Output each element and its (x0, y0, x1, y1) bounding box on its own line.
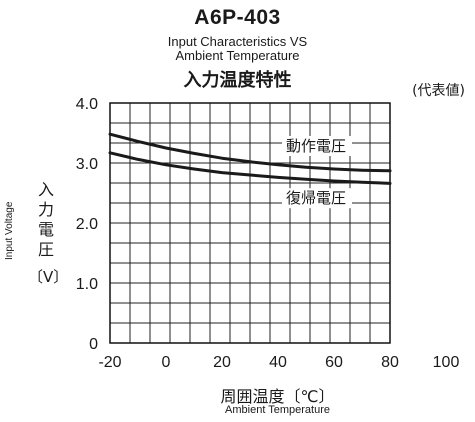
series-label-backing (282, 188, 352, 209)
y-axis-unit: 〔V〕 (28, 268, 69, 286)
release-voltage-label: 復帰電圧 (286, 189, 346, 207)
x-axis-label-japanese: 周囲温度〔℃〕 (220, 387, 335, 406)
chart-subtitle-line2: Ambient Temperature (175, 48, 300, 63)
series-label-backing (282, 136, 352, 156)
typical-value-note: (代表値) (412, 83, 465, 99)
x-tick-label: 40 (269, 354, 287, 371)
x-axis-label-english: Ambient Temperature (225, 404, 330, 416)
operate-voltage-line (108, 132, 392, 173)
release-voltage-line (108, 151, 392, 185)
chart-subtitle-line1: Input Characteristics VS (167, 34, 308, 49)
plot-frame (109, 102, 391, 344)
chart-title-japanese: 入力温度特性 (183, 70, 292, 91)
x-tick-label: 20 (213, 354, 231, 371)
x-tick-label: 0 (162, 354, 171, 371)
y-tick-label: 3.0 (76, 156, 98, 173)
y-tick-label: 2.0 (76, 216, 98, 233)
x-tick-label: 80 (381, 354, 399, 371)
y-tick-label: 1.0 (76, 276, 98, 293)
chart-title: A6P-403 (194, 6, 281, 29)
x-tick-label: 100 (433, 354, 460, 371)
y-tick-label: 0 (89, 336, 98, 353)
operate-voltage-label: 動作電圧 (286, 137, 346, 155)
y-tick-label: 4.0 (76, 96, 98, 113)
x-tick-label: -20 (98, 354, 121, 371)
y-axis-label-japanese: 入力電圧 (37, 180, 54, 259)
x-tick-label: 60 (325, 354, 343, 371)
